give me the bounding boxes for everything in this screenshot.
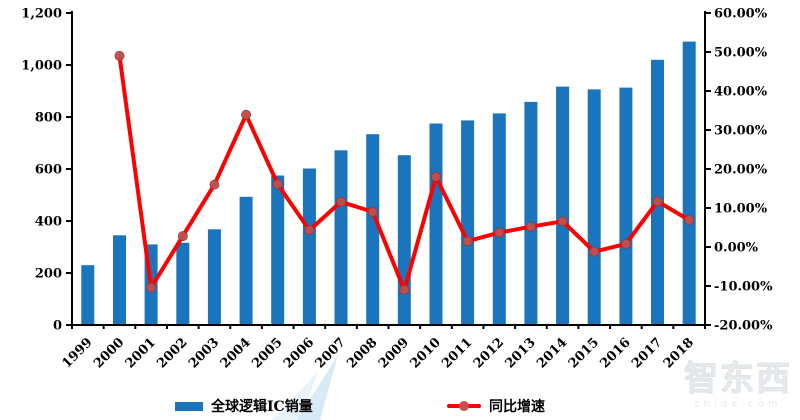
left-axis-tick-label: 600 [35, 163, 62, 178]
right-axis-tick-label: 40.00% [714, 85, 768, 100]
bar-2000 [113, 235, 126, 325]
marker-2003 [209, 179, 220, 190]
left-axis-tick-label: 1,200 [21, 7, 62, 22]
left-axis-tick-label: 0 [53, 319, 62, 334]
x-label-1999: 1999 [59, 335, 95, 371]
bar-2006 [302, 168, 316, 325]
x-label-2017: 2017 [629, 335, 665, 371]
right-axis-tick-label: -20.00% [714, 319, 773, 334]
x-label-2005: 2005 [249, 335, 285, 371]
x-label-2003: 2003 [186, 335, 222, 371]
marker-2007 [335, 196, 346, 207]
bar-2015 [587, 89, 601, 326]
bar-series [81, 41, 696, 326]
x-label-2007: 2007 [313, 335, 349, 371]
x-label-2002: 2002 [154, 335, 190, 371]
bar-1999 [81, 265, 95, 325]
marker-2005 [272, 179, 283, 190]
bar-2007 [334, 150, 348, 325]
bar-2002 [176, 242, 190, 325]
right-axis-tick-label: -10.00% [714, 280, 773, 295]
x-label-2008: 2008 [344, 335, 380, 371]
right-axis-tick-label: 50.00% [714, 46, 768, 61]
bar-2004 [239, 196, 253, 325]
bar-2010 [429, 123, 443, 325]
x-label-2010: 2010 [408, 335, 444, 371]
bar-2017 [651, 59, 664, 326]
bar-2008 [366, 134, 380, 325]
right-axis-tick-label: 10.00% [714, 202, 768, 217]
x-label-2001: 2001 [123, 335, 159, 371]
x-label-2018: 2018 [661, 335, 697, 371]
marker-2014 [557, 216, 568, 227]
marker-2018 [684, 215, 695, 226]
left-axis-tick-label: 400 [35, 215, 62, 230]
marker-2001 [146, 282, 157, 293]
x-label-2009: 2009 [376, 335, 412, 371]
marker-2002 [177, 231, 188, 242]
left-axis-tick-label: 800 [35, 111, 62, 126]
marker-2015 [589, 246, 600, 257]
marker-2016 [620, 238, 631, 249]
marker-2008 [367, 206, 378, 217]
bar-2012 [492, 113, 506, 326]
left-axis-tick-label: 200 [35, 267, 62, 282]
marker-2009 [399, 284, 410, 295]
x-label-2000: 2000 [91, 335, 127, 371]
right-axis-tick-label: 20.00% [714, 163, 768, 178]
x-label-2006: 2006 [281, 335, 317, 371]
marker-2004 [241, 109, 252, 120]
growth-markers [114, 50, 695, 295]
left-axis-tick-label: 1,000 [21, 59, 62, 74]
x-label-2004: 2004 [218, 335, 254, 371]
marker-2000 [114, 50, 125, 61]
bar-2014 [556, 86, 570, 325]
bar-2003 [207, 229, 221, 325]
axes [66, 11, 711, 329]
x-label-2012: 2012 [471, 335, 507, 371]
marker-2011 [462, 236, 473, 247]
bar-2016 [619, 87, 633, 325]
right-axis-tick-label: 60.00% [714, 7, 768, 22]
x-label-2016: 2016 [598, 335, 634, 371]
right-axis-tick-label: 0.00% [714, 241, 759, 256]
marker-2013 [525, 221, 536, 232]
x-axis-labels: 1999200020012002200320042005200620072008… [59, 335, 697, 371]
marker-2017 [652, 196, 663, 207]
marker-2012 [494, 227, 505, 238]
x-label-2015: 2015 [566, 335, 602, 371]
marker-2006 [304, 225, 315, 236]
right-axis-tick-label: 30.00% [714, 124, 768, 139]
bar-2013 [524, 101, 538, 326]
marker-2010 [430, 171, 441, 182]
x-label-2011: 2011 [439, 335, 475, 371]
x-label-2013: 2013 [503, 335, 539, 371]
bar-2009 [397, 155, 411, 325]
bar-2005 [271, 175, 285, 325]
bar-2011 [461, 120, 475, 326]
bar-2018 [682, 41, 696, 325]
x-label-2014: 2014 [534, 335, 570, 371]
swoosh-watermark [272, 355, 338, 420]
